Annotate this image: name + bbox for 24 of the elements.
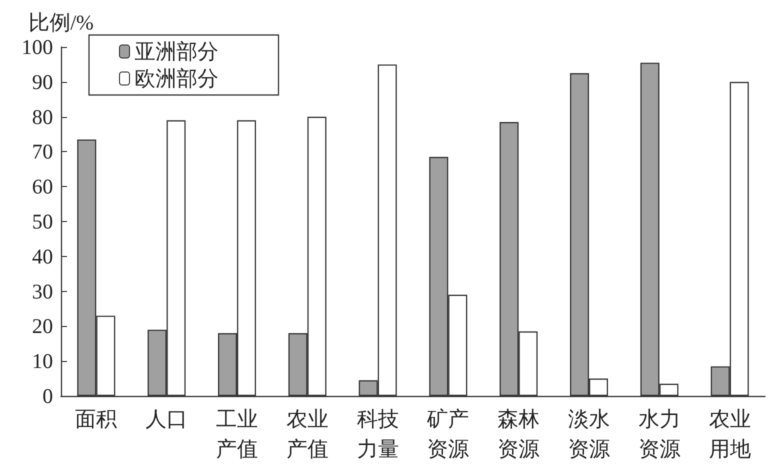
x-tick-label: 淡水资源: [568, 407, 610, 461]
y-tick-label: 0: [42, 384, 53, 408]
legend-label: 欧洲部分: [134, 66, 218, 90]
y-tick-label: 50: [32, 210, 53, 234]
x-tick-label: 水力资源: [638, 407, 680, 461]
y-tick-label: 10: [32, 349, 53, 374]
y-tick-label: 90: [32, 70, 53, 94]
legend-label: 亚洲部分: [134, 40, 218, 64]
y-tick-label: 100: [22, 35, 53, 59]
x-tick-label: 农业产值: [286, 407, 328, 461]
x-tick-label: 农业用地: [708, 407, 751, 461]
y-tick-label: 70: [32, 140, 53, 164]
y-axis-title: 比例/%: [28, 10, 94, 34]
y-tick-label: 40: [32, 244, 53, 268]
x-tick-label: 面积: [75, 407, 118, 431]
y-tick-label: 30: [32, 279, 53, 304]
y-tick-label: 20: [32, 314, 53, 338]
x-tick-label: 科技力量: [356, 407, 399, 461]
x-tick-label: 矿产资源: [426, 407, 470, 461]
y-tick-label: 80: [32, 104, 53, 129]
x-tick-label: 森林资源: [498, 407, 540, 461]
y-tick-label: 60: [32, 174, 53, 199]
x-tick-label: 人口: [146, 407, 188, 431]
x-tick-label: 工业产值: [216, 407, 258, 461]
